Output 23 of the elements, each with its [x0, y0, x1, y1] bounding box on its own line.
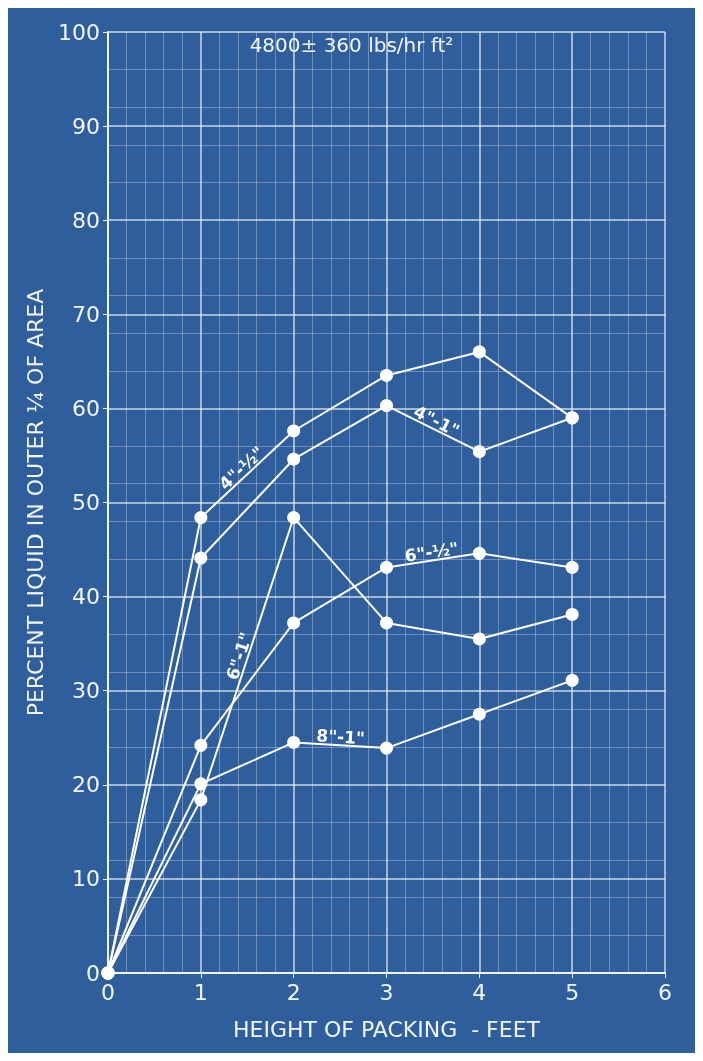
- x-tick-label: 4: [472, 979, 487, 1005]
- text: 6"-½": [403, 538, 460, 566]
- y-tick-label: 50: [72, 490, 100, 515]
- y-tick-label: 20: [72, 772, 100, 798]
- x-tick-label: 6: [658, 979, 672, 1005]
- series-label: 8"-1": [315, 725, 366, 749]
- text: 4"-1": [410, 401, 463, 441]
- y-axis-title: PERCENT LIQUID IN OUTER ¼ OF AREA: [22, 288, 48, 717]
- y-tick-label: 90: [72, 113, 100, 139]
- x-tick-label: 3: [379, 979, 394, 1005]
- x-axis-title: HEIGHT OF PACKING - FEET: [232, 1016, 541, 1042]
- x-tick-label: 5: [565, 979, 580, 1005]
- y-tick-label: 100: [58, 19, 100, 45]
- x-tick-label: 1: [193, 979, 208, 1005]
- y-tick-label: 40: [72, 584, 100, 610]
- y-tick-label: 10: [72, 866, 100, 892]
- y-tick-label: 0: [86, 960, 100, 986]
- x-tick-label: 2: [286, 979, 301, 1005]
- y-tick-label: 30: [72, 678, 100, 704]
- y-tick-label: 80: [72, 207, 100, 233]
- y-tick-label: 60: [72, 395, 100, 421]
- text: 6"-1": [222, 629, 257, 683]
- y-tick-label: 70: [72, 301, 100, 327]
